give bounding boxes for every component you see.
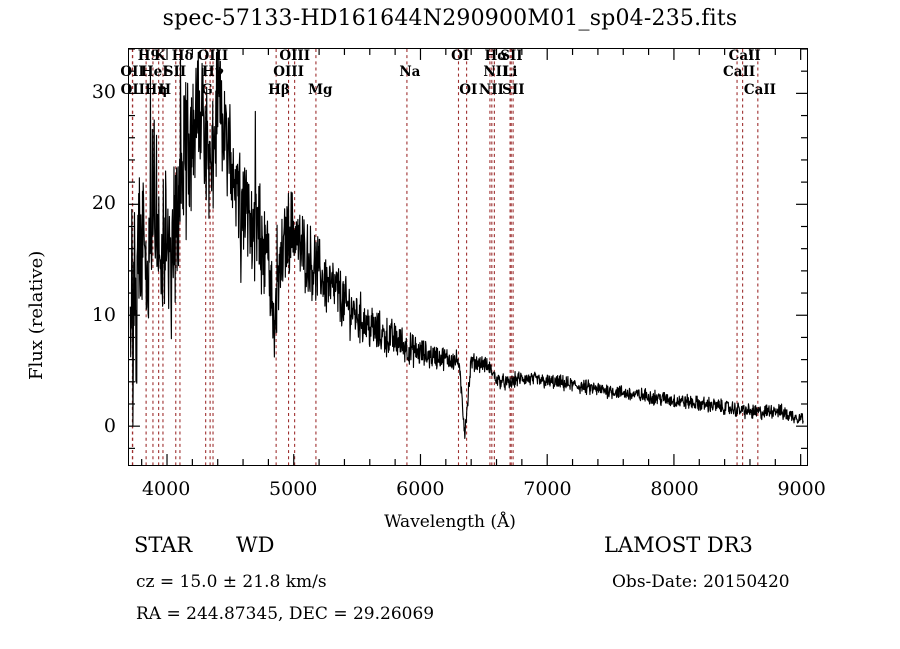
spectral-line-label: OI: [451, 48, 470, 64]
line-marker-layer: [131, 49, 759, 465]
y-axis-label: Flux (relative): [26, 250, 47, 380]
x-tick-label: 6000: [396, 478, 445, 500]
spectral-line-label: SII: [500, 48, 523, 64]
redshift-velocity: cz = 15.0 ± 21.8 km/s: [136, 572, 327, 592]
x-tick-label: 9000: [777, 478, 826, 500]
x-tick-label: 4000: [141, 478, 191, 500]
spectral-line-label: OII: [120, 64, 145, 80]
plot-canvas: [129, 49, 807, 465]
page-title: spec-57133-HD161644N290900M01_sp04-235.f…: [162, 6, 738, 31]
x-tick-label: 7000: [523, 478, 572, 500]
spectral-line-label: OIII: [197, 48, 229, 64]
spectral-line-label: H9: [137, 48, 160, 64]
spectral-line-label: OI: [459, 82, 478, 98]
y-tick-label: 0: [103, 414, 116, 437]
spectral-line-label: NII: [483, 64, 509, 80]
spectral-line-label: OIII: [273, 64, 304, 80]
spectral-line-label: OII: [120, 82, 145, 98]
spectrum-plot: [128, 48, 808, 466]
object-class: STAR: [134, 533, 193, 557]
spectral-line-label: K: [154, 48, 166, 64]
y-tick-label: 30: [91, 80, 116, 103]
y-tick-label: 20: [91, 192, 116, 215]
x-tick-label: 8000: [650, 478, 699, 500]
spectral-line-label: Hβ: [268, 82, 290, 98]
spectral-line-label: G: [201, 82, 213, 98]
spectral-line-label: SII: [163, 64, 187, 80]
axis-tick-layer: [129, 49, 807, 465]
spectral-line-label: SII: [502, 82, 525, 98]
spectral-line-label: CaII: [728, 48, 761, 64]
survey-name: LAMOST DR3: [604, 533, 753, 557]
observation-date: Obs-Date: 20150420: [612, 572, 790, 592]
spectral-line-label: Hδ: [171, 48, 194, 64]
spectral-line-label: Hα: [484, 48, 508, 64]
spectral-line-label: HeI: [140, 64, 169, 80]
spectral-line-label: Mg: [308, 82, 333, 98]
coordinates: RA = 244.87345, DEC = 29.26069: [136, 604, 435, 624]
spectral-line-label: H: [158, 82, 172, 98]
spectral-line-label: Na: [399, 64, 421, 80]
spectral-line-label: CaII: [743, 82, 776, 98]
spectrum-trace: [129, 51, 804, 439]
y-tick-label: 10: [91, 303, 116, 326]
x-tick-label: 5000: [269, 478, 318, 500]
spectral-line-label: CaII: [723, 64, 756, 80]
spectral-line-label: Hη: [144, 82, 168, 98]
spectral-line-label: Hγ: [201, 64, 224, 80]
spectral-line-label: Li: [502, 64, 518, 80]
spectral-line-label: NII: [478, 82, 504, 98]
object-subclass: WD: [236, 533, 275, 557]
x-axis-label: Wavelength (Å): [384, 512, 516, 532]
spectral-line-label: OIII: [279, 48, 311, 64]
